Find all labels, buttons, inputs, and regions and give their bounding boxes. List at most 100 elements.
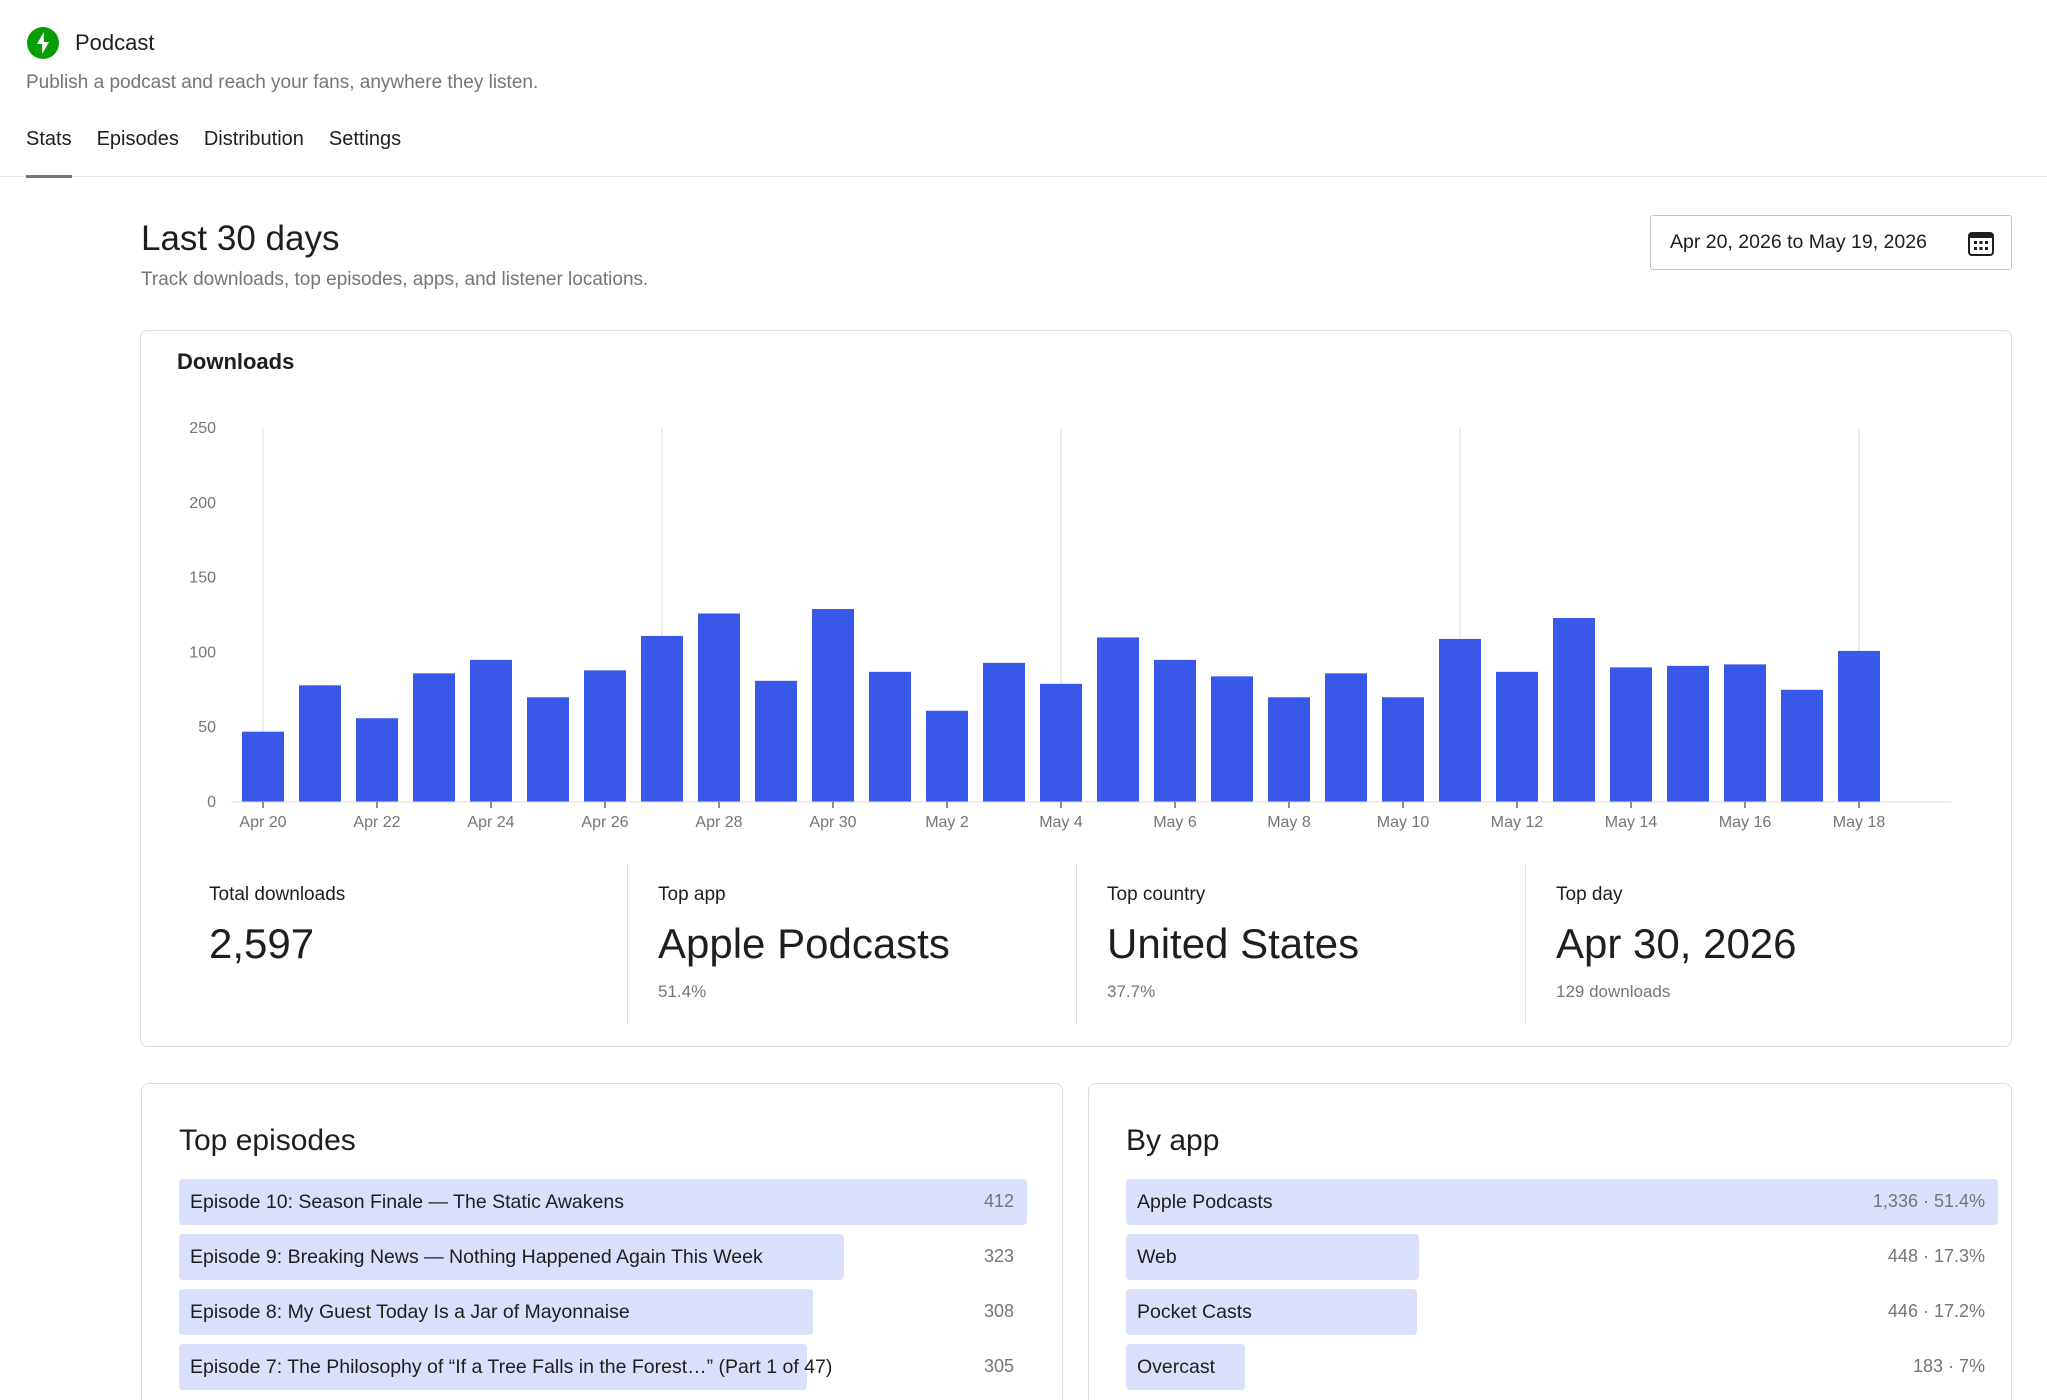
stat-value: Apr 30, 2026 [1556,920,1797,967]
bar-may-16[interactable] [1724,664,1766,802]
stat-label: Top app [658,884,726,905]
tab-stats[interactable]: Stats [26,128,72,178]
list-item-value: 446 · 17.2% [1887,1301,1985,1321]
stat-value: Apple Podcasts [658,920,950,967]
stat-value: 2,597 [209,920,315,967]
bar-may-12[interactable] [1496,671,1538,802]
x-tick-label: Apr 24 [467,814,514,831]
by-app-list: Apple Podcasts 1,336 · 51.4% Web 448 · 1… [1126,1179,1998,1399]
bar-may-3[interactable] [983,662,1025,802]
bar-may-18[interactable] [1838,650,1880,802]
y-tick-label: 250 [189,420,216,437]
bar-apr-24[interactable] [470,659,512,802]
y-tick-label: 50 [198,719,216,736]
list-item[interactable]: Pocket Casts 446 · 17.2% [1126,1289,1998,1335]
page-header: Podcast Publish a podcast and reach your… [0,0,2047,178]
list-item[interactable]: Apple Podcasts 1,336 · 51.4% [1126,1179,1998,1225]
list-item-label: Episode 10: Season Finale — The Static A… [190,1191,624,1213]
list-item[interactable]: Web 448 · 17.3% [1126,1234,1998,1280]
list-item-bar [1126,1179,1998,1225]
list-item[interactable]: Episode 10: Season Finale — The Static A… [179,1179,1027,1225]
list-item[interactable]: Episode 9: Breaking News — Nothing Happe… [179,1234,1027,1280]
list-item-bar [1126,1289,1418,1335]
bar-may-4[interactable] [1040,683,1082,802]
bar-may-9[interactable] [1325,673,1367,802]
bar-apr-23[interactable] [413,673,455,802]
stat-label: Total downloads [209,884,346,905]
list-item-label: Web [1137,1246,1177,1268]
list-item-value: 308 [983,1301,1014,1321]
y-tick-label: 100 [189,644,216,661]
list-item-value: 448 · 17.3% [1887,1246,1985,1266]
bar-apr-20[interactable] [242,731,284,802]
stat-divider [627,864,628,1024]
date-range-button[interactable]: Apr 20, 2026 to May 19, 2026 [1650,215,2012,270]
by-app-title: By app [1126,1124,1220,1157]
section-subtitle: Track downloads, top episodes, apps, and… [141,269,649,290]
stat-value: United States [1107,920,1360,967]
bar-apr-27[interactable] [641,635,683,802]
bar-may-5[interactable] [1097,637,1139,802]
stat-sub: 129 downloads [1556,982,1671,1001]
bar-may-11[interactable] [1439,638,1481,802]
section-title: Last 30 days [141,219,340,258]
stat-label: Top day [1556,884,1623,905]
list-item-value: 183 · 7% [1912,1356,1985,1376]
x-tick-label: Apr 22 [353,814,400,831]
tab-distribution[interactable]: Distribution [203,128,304,150]
downloads-card: Downloads 0 50 100 150 200 250 Apr 20 Apr 22 Apr… [140,330,2012,1047]
list-item-label: Episode 9: Breaking News — Nothing Happe… [190,1246,763,1268]
bar-apr-25[interactable] [527,697,569,802]
top-episodes-card: Top episodes Episode 10: Season Finale —… [141,1083,1063,1400]
bar-may-8[interactable] [1268,697,1310,802]
list-item-bar [1126,1344,1246,1390]
bar-may-13[interactable] [1553,617,1595,802]
bar-apr-30[interactable] [812,609,854,802]
bar-apr-21[interactable] [299,685,341,802]
list-item-label: Episode 7: The Philosophy of “If a Tree … [190,1356,833,1378]
bar-may-10[interactable] [1382,697,1424,802]
bar-may-17[interactable] [1781,689,1823,802]
list-item-bar [179,1234,844,1280]
downloads-chart: 0 50 100 150 200 250 Apr 20 Apr 22 Apr 24 Apr 26 A… [189,420,1951,831]
x-tick-label: May 2 [925,814,969,831]
top-episodes-title: Top episodes [179,1124,356,1157]
date-range-label: Apr 20, 2026 to May 19, 2026 [1670,231,1927,253]
bar-may-15[interactable] [1667,665,1709,802]
list-item[interactable]: Episode 7: The Philosophy of “If a Tree … [179,1344,1027,1390]
tab-episodes[interactable]: Episodes [96,128,179,150]
bar-apr-26[interactable] [584,670,626,802]
list-item-bar [179,1344,807,1390]
list-item-bar [179,1289,814,1335]
bar-apr-29[interactable] [755,680,797,802]
bar-apr-22[interactable] [356,718,398,802]
bar-may-6[interactable] [1154,659,1196,802]
list-item-label: Overcast [1137,1356,1216,1378]
list-item[interactable]: Overcast 183 · 7% [1126,1344,1998,1390]
downloads-title: Downloads [177,349,295,374]
bar-apr-28[interactable] [698,613,740,802]
list-item-label: Apple Podcasts [1137,1191,1273,1213]
calendar-icon [1967,230,1995,264]
list-item-bar [1126,1234,1419,1280]
list-item-label: Episode 8: My Guest Today Is a Jar of Ma… [190,1301,630,1323]
bar-may-1[interactable] [869,671,911,802]
tab-settings[interactable]: Settings [328,128,402,150]
bar-may-7[interactable] [1211,676,1253,802]
list-item-bar [179,1179,1027,1225]
bar-may-2[interactable] [926,710,968,802]
app-title: Podcast [75,30,155,55]
y-tick-label: 150 [189,570,216,587]
x-tick-label: May 8 [1267,814,1311,831]
bar-may-14[interactable] [1610,667,1652,802]
x-tick-label: Apr 28 [695,814,742,831]
x-tick-label: May 10 [1377,814,1430,831]
list-item[interactable]: Episode 8: My Guest Today Is a Jar of Ma… [179,1289,1027,1335]
list-item-label: Pocket Casts [1137,1301,1252,1323]
list-item-value: 1,336 · 51.4% [1872,1191,1985,1211]
x-tick-label: Apr 20 [239,814,286,831]
list-item-value: 412 [983,1191,1014,1211]
stat-sub: 37.7% [1107,982,1156,1001]
stat-sub: 51.4% [658,982,707,1001]
x-tick-label: Apr 26 [581,814,628,831]
